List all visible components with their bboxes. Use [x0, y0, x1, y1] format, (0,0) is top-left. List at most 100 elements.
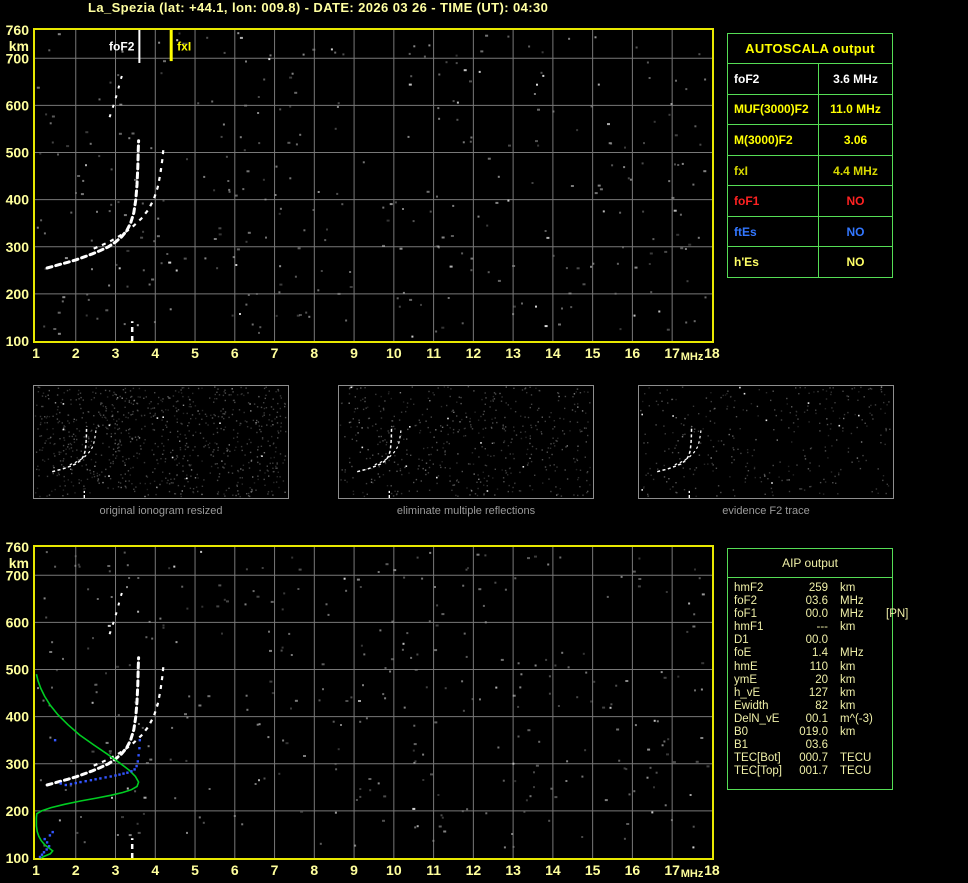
- svg-text:200: 200: [6, 286, 30, 302]
- aip-param-fof2: foF2: [734, 595, 758, 608]
- thumbnail-caption-eliminate: eliminate multiple reflections: [396, 505, 536, 517]
- aip-value-hmf1: ---: [816, 621, 829, 634]
- aip-unit-hve: km: [840, 686, 856, 699]
- autoscala-param-fof2: foF2: [728, 64, 819, 94]
- aip-unit-b0: km: [840, 726, 856, 739]
- page-title: La_Spezia (lat: +44.1, lon: 009.8) - DAT…: [88, 0, 549, 15]
- autoscala-value-muf3000f2: 11.0 MHz: [830, 102, 881, 117]
- aip-param-tecbot: TEC[Bot]: [734, 752, 781, 765]
- autoscala-row-m3000f2: M(3000)F2 3.06: [728, 125, 892, 156]
- aip-param-tectop: TEC[Top]: [734, 765, 782, 778]
- aip-row-d1: D1 00.0: [734, 634, 892, 647]
- second-hop-trace: [108, 590, 124, 635]
- thumbnail-caption-original: original ionogram resized: [99, 505, 223, 517]
- svg-text:5: 5: [191, 862, 199, 878]
- svg-text:17: 17: [664, 345, 680, 361]
- svg-text:3: 3: [112, 345, 120, 361]
- svg-text:500: 500: [6, 145, 30, 161]
- svg-text:16: 16: [625, 345, 641, 361]
- plot-border: [33, 545, 714, 860]
- svg-text:6: 6: [231, 862, 239, 878]
- aip-unit-fof2: MHz: [840, 595, 864, 608]
- autoscala-param-ftes: ftEs: [728, 216, 819, 247]
- aip-row-delnve: DelN_vE 00.1 m^(-3): [734, 713, 892, 726]
- svg-text:13: 13: [505, 862, 521, 878]
- svg-text:9: 9: [350, 345, 358, 361]
- svg-text:10: 10: [386, 862, 402, 878]
- thumb-trace-extraordinary: [374, 428, 402, 466]
- svg-text:17: 17: [664, 862, 680, 878]
- f2-trace-extraordinary: [93, 663, 165, 767]
- aip-value-hmf2: 259: [808, 582, 828, 594]
- svg-text:3: 3: [112, 862, 120, 878]
- svg-text:13: 13: [505, 345, 521, 361]
- svg-text:2: 2: [72, 862, 80, 878]
- svg-text:200: 200: [6, 803, 30, 819]
- svg-text:14: 14: [545, 862, 561, 878]
- aip-param-hmf2: hmF2: [734, 582, 764, 594]
- foF2-marker-label: foF2: [109, 40, 135, 54]
- thumb-trace-ordinary: [357, 425, 393, 473]
- svg-text:7: 7: [271, 862, 279, 878]
- autoscala-table-title: AUTOSCALA output: [728, 34, 892, 64]
- thumb-trace-ordinary: [657, 425, 693, 473]
- svg-text:760: 760: [6, 540, 30, 555]
- svg-text:14: 14: [545, 345, 561, 361]
- aip-unit-tecbot: TECU: [840, 752, 872, 765]
- autoscala-value-fof1: NO: [846, 194, 865, 209]
- svg-text:km: km: [9, 555, 29, 571]
- svg-text:100: 100: [6, 850, 30, 866]
- autoscala-value-fxi: 4.4 MHz: [833, 163, 878, 178]
- aip-value-yme: 20: [815, 673, 828, 686]
- second-hop-trace: [108, 73, 124, 118]
- svg-text:2: 2: [72, 345, 80, 361]
- svg-text:11: 11: [426, 862, 441, 878]
- svg-text:9: 9: [350, 862, 358, 878]
- aip-unit-delnve: m^(-3): [840, 712, 873, 725]
- svg-text:6: 6: [231, 345, 239, 361]
- aip-value-tecbot: 000.7: [799, 752, 828, 765]
- aip-value-tectop: 001.7: [799, 765, 828, 778]
- aip-unit-yme: km: [840, 673, 856, 686]
- aip-param-foe: foE: [734, 647, 752, 660]
- plot-border: [33, 28, 714, 343]
- autoscala-param-muf3000f2: MUF(3000)F2: [728, 94, 819, 125]
- svg-text:10: 10: [386, 345, 402, 361]
- aip-value-ewidth: 82: [815, 699, 828, 712]
- autoscala-param-fxi: fxI: [728, 155, 819, 186]
- aip-param-d1: D1: [734, 634, 749, 647]
- aip-unit-hmf1: km: [840, 621, 856, 634]
- autoscala-value-fof2: 3.6 MHz: [833, 71, 878, 86]
- thumbnail-evidence-f2-trace: [638, 385, 894, 499]
- aip-unit-foe: MHz: [840, 647, 864, 660]
- autoscala-value-hes: NO: [846, 255, 865, 270]
- svg-text:16: 16: [625, 862, 641, 878]
- autoscala-param-m3000f2: M(3000)F2: [728, 125, 819, 155]
- aip-value-b1: 03.6: [805, 739, 828, 752]
- aip-unit-fof1: MHz: [840, 608, 864, 621]
- aip-value-hve: 127: [808, 686, 828, 699]
- autoscala-output-table: AUTOSCALA output foF2 3.6 MHz MUF(3000)F2 1…: [727, 33, 893, 278]
- aip-value-hme: 110: [809, 660, 828, 673]
- svg-text:8: 8: [310, 862, 318, 878]
- aip-row-hmf1: hmF1 --- km: [734, 621, 892, 634]
- autoscala-table-rows: foF2 3.6 MHz MUF(3000)F2 11.0 MHz M(3000)F2 3…: [728, 64, 892, 278]
- autoscala-value-m3000f2: 3.06: [843, 132, 868, 147]
- aip-row-hve: h_vE 127 km: [734, 687, 892, 700]
- svg-text:18: 18: [704, 862, 720, 878]
- aip-row-b0: B0 019.0 km: [734, 726, 892, 739]
- autoscala-row-hes: h'Es NO: [728, 247, 892, 278]
- svg-text:15: 15: [585, 862, 601, 878]
- aip-table-rows: hmF2 259 km foF2 03.6 MHz foF1 00.0 MHz [PN] hmF1 -…: [728, 578, 908, 778]
- aip-row-foe: foE 1.4 MHz: [734, 647, 892, 660]
- restored-trace-points: [38, 739, 141, 859]
- svg-text:700: 700: [6, 50, 30, 66]
- aip-param-ewidth: Ewidth: [734, 699, 769, 712]
- svg-text:18: 18: [704, 345, 720, 361]
- aip-unit-ewidth: km: [840, 699, 856, 712]
- svg-text:760: 760: [6, 22, 30, 38]
- f2-trace-extraordinary: [93, 146, 165, 250]
- fxI-marker-label: fxI: [177, 40, 191, 54]
